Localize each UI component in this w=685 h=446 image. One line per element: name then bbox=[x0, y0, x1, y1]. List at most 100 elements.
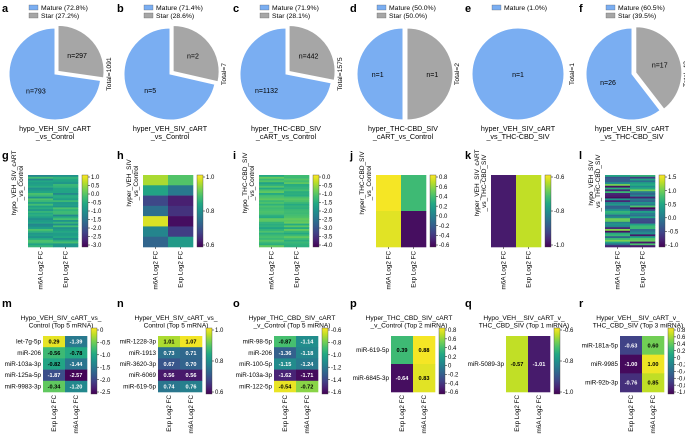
heatmap-row-label: miR-98-5p bbox=[243, 339, 273, 346]
annot-heatmap-panel-r: r Hyper_VEH__SIV_cART_v_THC_CBD_SIV (Top … bbox=[579, 298, 685, 434]
panel-letter: k bbox=[465, 150, 472, 162]
heatmap-cell bbox=[620, 354, 643, 374]
heatmap-cell bbox=[168, 185, 194, 196]
pie-title: _cART_vs_Control bbox=[255, 132, 317, 141]
heatmap-cell bbox=[296, 380, 319, 393]
heatmap-cell bbox=[284, 182, 310, 185]
colorbar-tick-label: -3.0 bbox=[322, 226, 333, 232]
heatmap-cell bbox=[259, 225, 285, 228]
heatmap-panel-l: l 1.5 1.0 0.5 0.0 -0.5 -1.0 hypo_VEH_SIV _vs_THC… bbox=[579, 150, 679, 290]
heatmap-cell bbox=[259, 236, 285, 239]
heatmap-cell bbox=[158, 358, 181, 370]
heatmap-cell-label: 1.00 bbox=[648, 362, 659, 368]
pie-title: hyper_VEH_SIV_cART bbox=[133, 124, 208, 133]
heatmap-cell bbox=[53, 221, 79, 224]
pie-total-label: Total=7 bbox=[221, 63, 228, 85]
panel-letter: n bbox=[117, 298, 124, 310]
heatmap-cell bbox=[259, 191, 285, 194]
colorbar-tick-label: 0.6 bbox=[439, 185, 448, 191]
heatmap-cell bbox=[284, 203, 310, 206]
heatmap-cell-label: 0.83 bbox=[419, 376, 430, 382]
heatmap-cell bbox=[284, 194, 310, 197]
colorbar-tick-label: -1.4 bbox=[331, 378, 342, 384]
heatmap-title: Control (Top 5 mRNA) bbox=[144, 323, 209, 330]
heatmap-cell-label: -1.20 bbox=[70, 384, 83, 390]
heatmap-cell bbox=[605, 187, 631, 190]
colorbar-tick-label: -0.2 bbox=[439, 224, 450, 230]
heatmap-cell bbox=[53, 214, 79, 217]
heatmap-cell bbox=[53, 194, 79, 197]
heatmap-cell bbox=[284, 220, 310, 223]
panel-letter: m bbox=[2, 298, 12, 310]
heatmap-cell bbox=[605, 229, 631, 232]
colorbar-tick-label: -0.4 bbox=[677, 370, 685, 376]
heatmap-cell-label: -1.01 bbox=[533, 362, 546, 368]
pie-slice-label: n=793 bbox=[26, 89, 46, 96]
heatmap-cell bbox=[284, 189, 310, 192]
heatmap-cell-label: 0.76 bbox=[186, 384, 197, 390]
heatmap-cell bbox=[28, 223, 54, 226]
heatmap-xlabel: m6A Log2 FC bbox=[38, 251, 45, 290]
colorbar-tick-label: 0.8 bbox=[677, 328, 685, 334]
heatmap-cell bbox=[605, 227, 631, 230]
heatmap-cell bbox=[605, 202, 631, 205]
heatmap-cell bbox=[284, 218, 310, 221]
heatmap-cell bbox=[284, 236, 310, 239]
heatmap-cell bbox=[53, 202, 79, 205]
annot-heatmap-panel-o: o Hyper_THC_CBD_SIV_cART_v_Control (Top 5… bbox=[233, 298, 342, 434]
heatmap-cell bbox=[630, 218, 656, 221]
heatmap-row-label: miR-206 bbox=[248, 350, 272, 357]
heatmap-cell bbox=[605, 225, 631, 228]
heatmap-cell bbox=[53, 193, 79, 196]
heatmap-cell bbox=[28, 230, 54, 233]
colorbar-tick-label: -0.2 bbox=[448, 372, 459, 378]
heatmap-cell bbox=[376, 211, 402, 248]
heatmap-cell bbox=[284, 239, 310, 242]
heatmap-cell bbox=[605, 211, 631, 214]
heatmap-cell bbox=[28, 185, 54, 188]
heatmap-cell bbox=[259, 176, 285, 179]
colorbar-tick-label: -3.0 bbox=[91, 243, 102, 249]
colorbar-tick-label: 0.0 bbox=[91, 192, 100, 198]
heatmap-cell bbox=[53, 245, 79, 248]
heatmap-title: Hyper_VEH_SIV_cART_vs_ bbox=[134, 315, 217, 322]
heatmap-cell bbox=[53, 203, 79, 206]
heatmap-n-colorbar bbox=[205, 327, 213, 395]
heatmap-cell-label: -1.24 bbox=[301, 362, 315, 368]
colorbar-tick-label: -1.0 bbox=[91, 209, 102, 215]
heatmap-title: Hyper_THC_CBD_SIV_cART bbox=[249, 315, 336, 322]
heatmap-cell bbox=[605, 216, 631, 219]
legend-swatch-star bbox=[28, 12, 39, 19]
heatmap-cell bbox=[630, 205, 656, 208]
heatmap-cell bbox=[274, 380, 297, 393]
heatmap-cell bbox=[284, 187, 310, 190]
legend-swatch-mature bbox=[491, 4, 502, 11]
heatmap-cell bbox=[53, 184, 79, 187]
heatmap-cell bbox=[605, 196, 631, 199]
panel-letter: p bbox=[350, 298, 357, 310]
heatmap-cell bbox=[259, 238, 285, 241]
heatmap-row-label: miR-619-5p bbox=[123, 383, 156, 390]
heatmap-cell bbox=[284, 229, 310, 232]
heatmap-cell bbox=[630, 180, 656, 183]
colorbar-tick-label: 1.0 bbox=[206, 175, 215, 181]
pie-slice-label: n=17 bbox=[652, 63, 668, 70]
heatmap-cell bbox=[630, 203, 656, 206]
legend-label: Star (39.5%) bbox=[618, 13, 656, 20]
heatmap-cell bbox=[630, 238, 656, 241]
colorbar-tick-label: -0.6 bbox=[554, 175, 565, 181]
heatmap-row-label: miR-1228-3p bbox=[120, 339, 157, 346]
annot-heatmap-panel-n: n Hyper_VEH_SIV_cART_vs_Control (Top 5 mR… bbox=[117, 298, 224, 434]
heatmap-cell-label: -1.62 bbox=[279, 373, 292, 379]
heatmap-cell bbox=[259, 198, 285, 201]
heatmap-cell bbox=[284, 234, 310, 237]
pie-slice-label: n=297 bbox=[67, 53, 87, 60]
heatmap-cell-label: -1.71 bbox=[301, 373, 314, 379]
heatmap-cell bbox=[605, 198, 631, 201]
heatmap-ylabel: _vs_Control bbox=[366, 165, 373, 201]
heatmap-row-label: miR-3620-3p bbox=[120, 361, 157, 368]
heatmap-cell bbox=[259, 180, 285, 183]
heatmap-xlabel: Exp Log2 FC bbox=[63, 251, 70, 288]
heatmap-cell bbox=[43, 347, 66, 359]
panel-letter: o bbox=[233, 298, 240, 310]
